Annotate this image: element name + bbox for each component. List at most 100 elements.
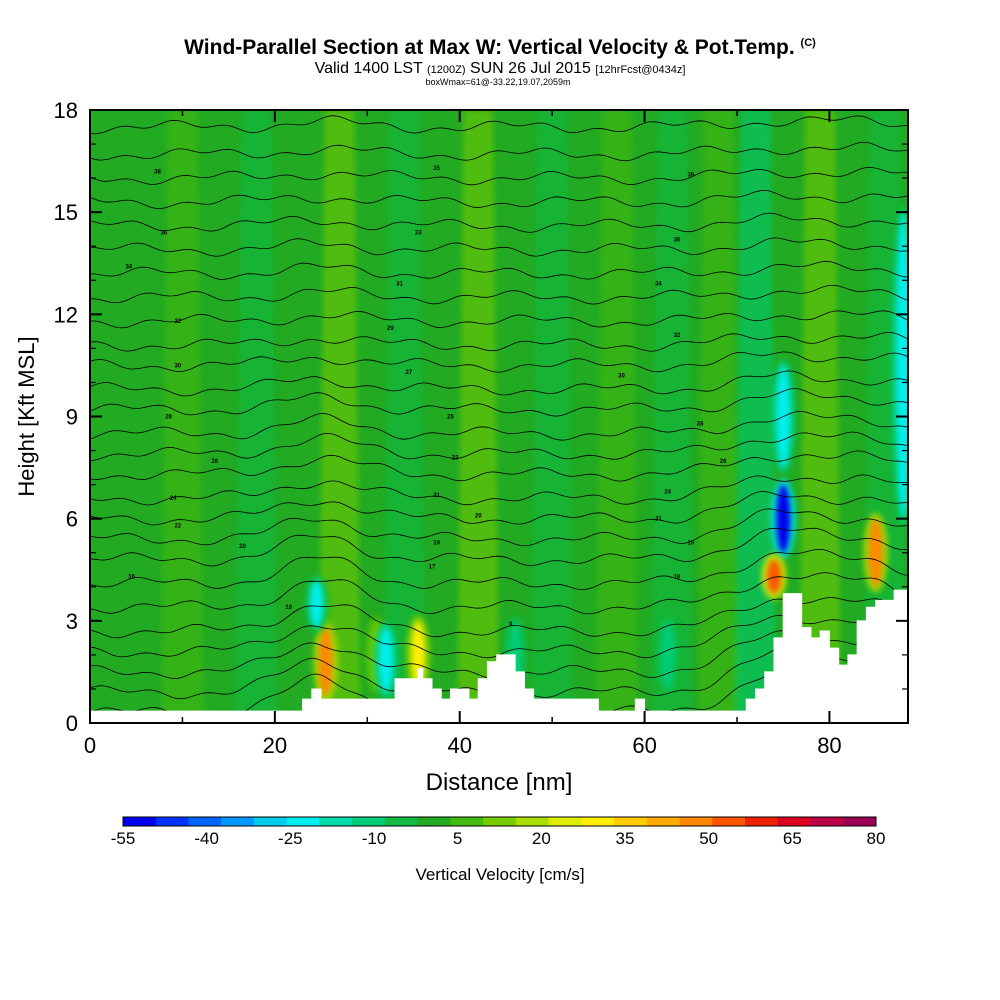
theta-contour-label: 33 [415, 231, 422, 237]
x-axis-label: Distance [nm] [426, 769, 573, 796]
theta-contour [90, 212, 908, 233]
updraft-core [766, 559, 781, 594]
colorbar-swatch [712, 817, 746, 826]
colorbar-label: Vertical Velocity [cm/s] [415, 865, 584, 884]
colorbar-swatch [483, 817, 517, 826]
y-tick-label: 9 [66, 405, 78, 430]
downdraft-core [776, 484, 791, 553]
theta-contour-label: 18 [285, 605, 292, 611]
theta-contour-label: 9 [509, 622, 513, 628]
theta-contour-label: 20 [475, 513, 482, 519]
theta-contour [90, 491, 908, 526]
velocity-streak [383, 110, 426, 723]
colorbar-swatch [384, 817, 419, 826]
y-tick-label: 6 [66, 507, 78, 532]
colorbar-swatch [221, 817, 255, 826]
theta-contour [90, 115, 908, 135]
theta-contour-label: 26 [211, 459, 218, 465]
theta-contour-label: 39 [687, 173, 694, 179]
colorbar-swatch [745, 817, 779, 826]
colorbar-tick-label: -40 [194, 829, 219, 848]
theta-contour [90, 597, 908, 639]
plot-area: 16 18 20 22 24 26 28 30 32 34 36 38 17 19 21 23 25 27 29 31… [90, 110, 908, 723]
title-mark: (C) [800, 37, 816, 49]
y-tick-label: 3 [66, 609, 78, 634]
colorbar-swatch [253, 817, 288, 826]
velocity-streak [235, 110, 278, 723]
theta-contour-label: 24 [170, 496, 177, 502]
theta-contour [90, 450, 908, 482]
colorbar-tick-label: 20 [532, 829, 551, 848]
velocity-streak [734, 110, 777, 723]
velocity-streak [318, 110, 361, 723]
colorbar-tick-label: 5 [453, 829, 462, 848]
colorbar-swatch [581, 817, 615, 826]
theta-contour-label: 29 [387, 326, 394, 332]
theta-contour-label: 17 [429, 564, 436, 570]
colorbar-swatch [155, 817, 189, 826]
colorbar-tick-label: -10 [362, 829, 387, 848]
theta-contour-label: 28 [697, 421, 704, 427]
velocity-streak [531, 110, 573, 723]
theta-contour [90, 474, 908, 506]
theta-contour-label: 35 [433, 166, 440, 172]
theta-contour-label: 20 [239, 544, 246, 550]
downdraft-core [660, 620, 675, 689]
colorbar-tick-label: -25 [278, 829, 303, 848]
theta-contour-label: 32 [674, 333, 681, 339]
theta-contour [90, 388, 908, 417]
x-tick-label: 60 [632, 733, 656, 758]
colorbar-swatch [679, 817, 713, 826]
colorbar-swatch [417, 817, 451, 826]
chart-subtitle: Valid 1400 LST (1200Z) SUN 26 Jul 2015 [… [314, 60, 686, 77]
colorbar-swatch [548, 817, 582, 826]
colorbar-swatch [352, 817, 386, 826]
velocity-streak [457, 110, 499, 723]
downdraft-core [309, 579, 324, 628]
theta-contour-label: 32 [174, 319, 181, 325]
downdraft-core [896, 212, 908, 519]
theta-contour [90, 189, 908, 210]
y-tick-label: 12 [54, 302, 78, 327]
theta-contour-label: 30 [618, 374, 625, 380]
theta-contour-label: 19 [687, 541, 694, 547]
velocity-streak [161, 110, 204, 723]
theta-contour [90, 166, 908, 186]
theta-contour [90, 260, 908, 280]
colorbar-frame [122, 816, 877, 827]
x-tick-label: 40 [447, 733, 471, 758]
theta-contour-label: 31 [396, 282, 403, 288]
colorbar-swatch [450, 817, 484, 826]
theta-contour [90, 527, 908, 567]
theta-contour-label: 36 [674, 237, 681, 243]
theta-contour [90, 431, 908, 462]
theta-contour [90, 331, 908, 352]
theta-contour-label: 16 [128, 575, 135, 581]
updraft-core [318, 627, 333, 696]
velocity-streak [651, 110, 694, 723]
theta-contour [90, 310, 908, 329]
x-tick-label: 0 [84, 733, 96, 758]
y-tick-label: 0 [66, 711, 78, 736]
theta-contour-label: 25 [447, 415, 454, 421]
colorbar-swatch [319, 817, 353, 826]
velocity-streak [596, 110, 638, 723]
theta-contour-label: 21 [655, 517, 662, 523]
y-tick-label: 18 [54, 98, 78, 123]
x-tick-label: 80 [817, 733, 841, 758]
colorbar-swatch [614, 817, 648, 826]
theta-contour-label: 23 [452, 455, 459, 461]
theta-contour [90, 572, 908, 615]
theta-contour [90, 508, 908, 547]
colorbar-swatch [123, 817, 157, 826]
colorbar-tick-label: -55 [111, 829, 136, 848]
chart-title: Wind-Parallel Section at Max W: Vertical… [184, 36, 816, 59]
theta-contour [90, 237, 908, 257]
theta-contour-label: 19 [433, 541, 440, 547]
theta-contour [90, 548, 908, 590]
theta-contour-label: 34 [655, 282, 662, 288]
colorbar-swatch [646, 817, 681, 826]
colorbar-tick-label: 65 [783, 829, 802, 848]
colorbar-tick-label: 35 [616, 829, 635, 848]
